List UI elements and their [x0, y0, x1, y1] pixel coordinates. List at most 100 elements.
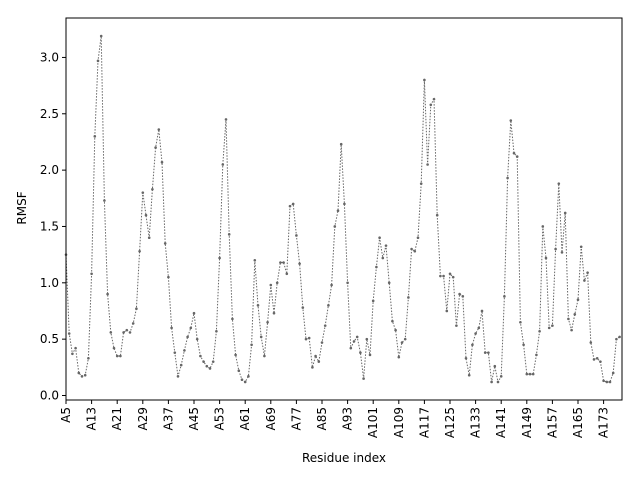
point [458, 292, 461, 296]
point [266, 320, 269, 324]
point [483, 351, 487, 354]
point [413, 249, 417, 253]
point [122, 331, 125, 334]
point [307, 336, 311, 340]
point [128, 331, 132, 334]
point [272, 311, 276, 315]
x-tick-label: A13 [85, 407, 99, 430]
y-axis-label: RMSF [15, 191, 29, 224]
point [317, 360, 321, 363]
point [403, 337, 407, 341]
point [515, 155, 519, 158]
point [560, 251, 564, 254]
point [125, 328, 129, 332]
point [336, 209, 340, 212]
x-tick-label: A93 [341, 407, 355, 430]
point [544, 256, 548, 260]
point [167, 275, 170, 279]
point [551, 324, 554, 327]
point [157, 128, 161, 131]
point [218, 256, 221, 260]
point [387, 281, 391, 285]
point [442, 274, 445, 278]
point [224, 118, 228, 121]
point [119, 354, 122, 358]
point [439, 274, 442, 278]
point [426, 163, 429, 166]
point [96, 59, 100, 63]
point [202, 360, 205, 363]
point [346, 281, 349, 285]
x-tick-label: A165 [571, 407, 585, 438]
point [141, 191, 145, 194]
point [451, 275, 455, 279]
point [179, 363, 183, 367]
point [435, 213, 439, 217]
y-tick-label: 2.0 [40, 163, 59, 177]
point [237, 369, 241, 373]
point [259, 335, 263, 339]
point [611, 371, 615, 375]
point [231, 317, 234, 321]
point [298, 262, 301, 265]
point [355, 335, 359, 339]
x-tick-label: A133 [469, 407, 483, 438]
point [250, 343, 253, 347]
point [106, 292, 109, 296]
point [397, 355, 401, 359]
point [547, 326, 551, 330]
point [576, 298, 580, 302]
point [247, 375, 250, 378]
point [288, 204, 292, 208]
x-tick-label: A157 [545, 407, 559, 438]
point [432, 97, 436, 101]
point [499, 375, 503, 378]
point [592, 358, 596, 361]
point [512, 151, 516, 155]
x-tick-label: A125 [443, 407, 457, 438]
point [618, 335, 621, 339]
point [496, 380, 500, 384]
x-tick-label: A117 [417, 407, 431, 438]
point [362, 377, 365, 380]
point [519, 320, 522, 324]
point [221, 163, 225, 166]
point [605, 380, 609, 384]
point [419, 182, 423, 185]
point [586, 271, 589, 274]
point [487, 351, 490, 354]
point [256, 304, 260, 307]
point [103, 199, 106, 202]
point [528, 372, 532, 376]
point [211, 360, 215, 363]
point [109, 331, 113, 334]
point [608, 380, 612, 384]
x-tick-label: A69 [264, 407, 278, 430]
point [381, 256, 385, 260]
point [77, 371, 81, 375]
x-tick-label: A85 [315, 407, 329, 430]
point [147, 236, 151, 240]
point [240, 378, 244, 382]
point [227, 233, 231, 236]
point [509, 119, 513, 122]
point [215, 329, 218, 333]
point [416, 236, 420, 240]
point [208, 367, 212, 370]
point [67, 332, 71, 335]
point [112, 346, 116, 350]
point [573, 313, 577, 316]
point [522, 343, 525, 347]
y-tick-label: 0.5 [40, 332, 59, 346]
point [602, 379, 605, 383]
point [359, 351, 362, 354]
point [93, 135, 97, 138]
point [275, 281, 279, 285]
point [195, 337, 199, 341]
x-tick-label: A141 [494, 407, 508, 438]
point [115, 354, 119, 358]
point [311, 366, 314, 369]
point [343, 202, 346, 206]
point [243, 380, 247, 384]
plot-frame [65, 17, 623, 401]
